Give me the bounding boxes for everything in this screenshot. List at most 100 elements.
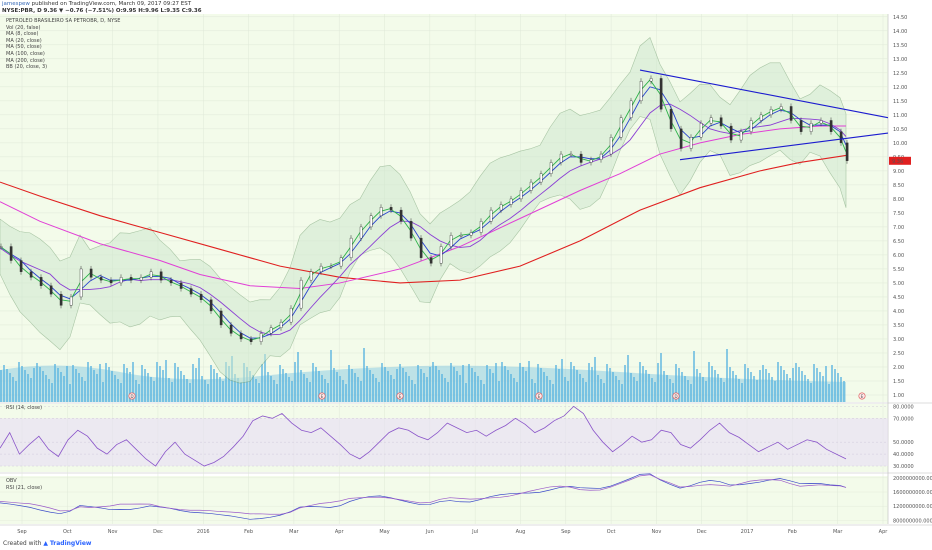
volume-bar	[465, 383, 467, 402]
volume-bar	[429, 367, 431, 402]
volume-bar	[684, 376, 686, 402]
candle-body	[109, 279, 113, 284]
volume-bar	[261, 364, 263, 402]
event-marker-label: E	[538, 394, 541, 399]
volume-bar	[534, 383, 536, 402]
volume-bar	[681, 372, 683, 402]
volume-bar	[564, 377, 566, 402]
volume-bar	[804, 375, 806, 402]
candle-body	[599, 153, 603, 160]
volume-bar	[81, 377, 83, 402]
price-tick-label: 4.00	[893, 309, 904, 315]
volume-bar	[747, 368, 749, 402]
footer: Created with ▲ TradingView	[3, 540, 91, 547]
volume-bar	[120, 383, 122, 402]
price-tick-label: 6.50	[893, 239, 904, 245]
candle-body	[759, 114, 763, 121]
volume-bar	[726, 349, 728, 402]
candle-body	[159, 271, 163, 281]
volume-bar	[633, 377, 635, 402]
volume-bar	[129, 372, 131, 402]
x-tick-label: Dec	[697, 529, 707, 535]
price-tick-label: 3.00	[893, 337, 904, 343]
volume-bar	[114, 375, 116, 402]
price-tick-label: 3.50	[893, 323, 904, 329]
volume-bar	[219, 377, 221, 402]
volume-bar	[351, 369, 353, 402]
event-marker	[672, 392, 680, 400]
last-price-badge	[889, 156, 911, 165]
volume-bar	[606, 364, 608, 402]
volume-bar	[57, 368, 59, 402]
volume-bar	[171, 382, 173, 402]
obv-tick-label: 800000000.0000	[893, 518, 932, 524]
volume-bar	[291, 381, 293, 402]
candle-body	[845, 142, 849, 161]
x-tick-label: Mar	[833, 529, 843, 535]
volume-bar	[90, 366, 92, 402]
volume-bar	[420, 369, 422, 402]
volume-bar	[570, 362, 572, 402]
author-link[interactable]: jamespew	[2, 1, 30, 7]
volume-bar	[372, 374, 374, 402]
candle-body	[129, 277, 133, 281]
volume-bar	[63, 376, 65, 402]
volume-bar	[36, 363, 38, 402]
volume-ma-area	[0, 365, 846, 402]
candle-body	[459, 235, 463, 237]
rsi-tick-label: 30.0000	[893, 464, 914, 470]
volume-bar	[378, 382, 380, 402]
volume-bar	[333, 368, 335, 402]
volume-bar	[312, 363, 314, 402]
candle-body	[139, 277, 143, 281]
candle-body	[79, 268, 83, 298]
candle-body	[719, 117, 723, 127]
volume-bar	[288, 377, 290, 402]
price-tick-label: 13.00	[893, 57, 907, 63]
volume-bar	[579, 374, 581, 402]
volume-bar	[690, 384, 692, 402]
price-tick-label: 2.50	[893, 351, 904, 357]
volume-bar	[831, 365, 833, 402]
volume-bar	[732, 371, 734, 402]
volume-bar	[789, 378, 791, 402]
x-tick-label: Nov	[652, 529, 662, 535]
rsi-tick-label: 50.0000	[893, 440, 914, 446]
candle-body	[769, 109, 773, 116]
volume-bar	[3, 365, 5, 402]
volume-bar	[198, 358, 200, 402]
volume-bar	[228, 366, 230, 402]
volume-bar	[786, 374, 788, 402]
volume-bar	[195, 368, 197, 402]
tradingview-logo-icon: ▲	[43, 540, 48, 547]
obv-label: OBV	[6, 478, 17, 484]
volume-bar	[555, 365, 557, 402]
volume-bar	[135, 380, 137, 402]
volume-bar	[276, 384, 278, 402]
candle-body	[779, 106, 783, 110]
x-tick-label: 2017	[741, 529, 754, 535]
volume-bar	[357, 377, 359, 402]
volume-bar	[795, 363, 797, 402]
candle-body	[379, 207, 383, 216]
x-tick-label: May	[379, 529, 389, 535]
volume-bar	[186, 379, 188, 402]
candle-body	[439, 246, 443, 264]
candle-body	[429, 257, 433, 264]
volume-bar	[657, 363, 659, 402]
footer-brand[interactable]: TradingView	[49, 540, 92, 547]
volume-bar	[27, 374, 29, 402]
volume-bar	[252, 375, 254, 402]
legend-item: MA (20, close)	[6, 37, 42, 44]
candle-body	[529, 181, 533, 191]
volume-bar	[30, 378, 32, 402]
volume-bar	[204, 380, 206, 402]
volume-bar	[426, 377, 428, 402]
volume-bar	[798, 367, 800, 402]
volume-bar	[267, 372, 269, 402]
trendline-lower	[679, 132, 889, 161]
volume-bar	[735, 375, 737, 402]
price-tick-label: 2.00	[893, 365, 904, 371]
price-tick-label: 8.50	[893, 183, 904, 189]
